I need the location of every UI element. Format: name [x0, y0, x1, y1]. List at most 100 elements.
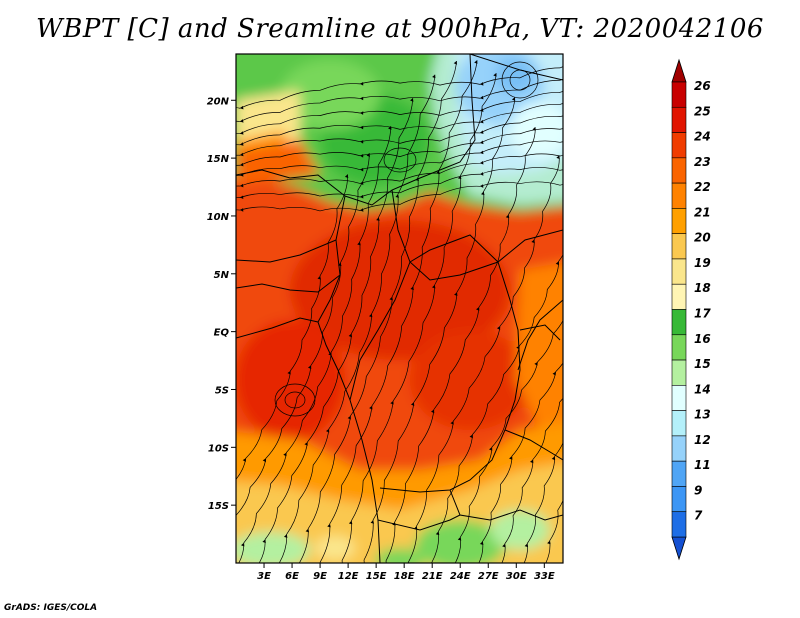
- lat-label: EQ: [214, 328, 230, 339]
- lon-label: 6E: [285, 571, 299, 582]
- colorbar-label: 16: [694, 332, 711, 346]
- streamline-arrow: [773, 66, 776, 70]
- colorbar-swatch: [671, 182, 687, 209]
- colorbar-label: 11: [694, 458, 711, 472]
- colorbar-swatch: [671, 81, 687, 108]
- streamline-arrow: [582, 176, 585, 180]
- streamline-arrow: [570, 536, 573, 540]
- colorbar-label: 19: [694, 256, 711, 270]
- colorbar-swatch: [671, 460, 687, 487]
- colorbar-swatch: [671, 132, 687, 159]
- colorbar-bottom-arrow: [671, 536, 687, 561]
- colorbar-swatch: [671, 283, 687, 310]
- streamline-arrow: [660, 235, 663, 239]
- streamline-arrow: [725, 172, 728, 176]
- colorbar-swatch: [671, 334, 687, 361]
- streamline: [236, 90, 563, 135]
- map-title: WBPT [C] and Sreamline at 900hPa, VT: 20…: [36, 14, 764, 44]
- colorbar-swatch: [671, 410, 687, 437]
- colorbar-label: 9: [694, 483, 702, 497]
- lat-label: 5S: [215, 385, 229, 396]
- streamline: [385, 127, 536, 563]
- lat-label: 15S: [208, 501, 229, 512]
- streamline: [236, 103, 563, 146]
- streamline: [341, 73, 497, 563]
- streamline-arrow: [638, 521, 642, 525]
- streamline: [238, 126, 392, 563]
- streamline: [454, 319, 563, 563]
- streamline-arrow: [750, 59, 753, 63]
- streamline: [407, 155, 560, 563]
- colorbar-swatch: [671, 435, 687, 462]
- streamline: [236, 115, 563, 156]
- streamline: [554, 88, 710, 600]
- streamline-arrow: [687, 116, 691, 119]
- colorbar-swatch: [671, 233, 687, 260]
- latitude-axis: 20N 15N 10N 5N EQ 5S 10S 15S: [207, 96, 236, 512]
- streamline-arrow: [665, 402, 668, 406]
- streamline: [298, 60, 457, 563]
- streamline-arrow: [220, 544, 223, 548]
- colorbar-swatch: [671, 486, 687, 513]
- grads-credit: GrADS: IGES/COLA: [4, 603, 98, 613]
- colorbar-label: 13: [694, 408, 711, 422]
- colorbar-label: 14: [694, 382, 711, 396]
- streamline-arrow: [687, 289, 690, 293]
- streamline-arrow: [606, 186, 609, 190]
- lon-label: 30E: [506, 571, 527, 582]
- streamline-arrow: [660, 520, 664, 524]
- lat-label: 15N: [207, 154, 230, 165]
- colorbar-label: 23: [694, 155, 711, 169]
- streamline: [236, 128, 563, 166]
- streamline: [236, 181, 563, 212]
- lon-label: 12E: [338, 571, 359, 582]
- colorbar-swatch: [671, 106, 687, 133]
- lon-label: 18E: [394, 571, 415, 582]
- lon-label: 3E: [257, 571, 271, 582]
- streamline-arrow: [597, 435, 600, 439]
- streamline: [642, 86, 800, 600]
- streamline-arrow: [628, 184, 631, 188]
- colorbar-label: 26: [694, 79, 711, 93]
- streamline: [319, 60, 478, 563]
- map-frame: [235, 53, 564, 564]
- colorbar-swatch: [671, 157, 687, 184]
- streamline-arrow: [731, 286, 734, 290]
- colorbar-swatch: [671, 208, 687, 234]
- streamline: [236, 78, 563, 122]
- lat-label: 10N: [207, 212, 230, 223]
- streamline-arrow: [729, 67, 733, 71]
- country-borders: [236, 54, 563, 563]
- streamline-arrow: [771, 182, 774, 186]
- streamline: [236, 153, 563, 187]
- streamline-arrow: [574, 447, 577, 451]
- colorbar-swatch: [671, 258, 687, 285]
- streamline: [236, 174, 348, 481]
- streamline-arrow: [687, 401, 690, 405]
- lon-label: 15E: [366, 571, 387, 582]
- streamline: [236, 153, 370, 516]
- streamline-arrow: [578, 277, 581, 281]
- lon-label: 33E: [534, 571, 555, 582]
- streamline: [236, 167, 563, 198]
- lat-label: 20N: [207, 96, 230, 107]
- streamline-arrow: [616, 346, 619, 350]
- streamline-arrow: [615, 525, 619, 529]
- streamline: [236, 140, 563, 176]
- streamline-arrow: [664, 304, 667, 308]
- colorbar-swatch: [671, 309, 687, 336]
- streamline-arrow: [638, 260, 641, 264]
- colorbar-label: 21: [694, 205, 711, 219]
- streamline-arrow: [592, 530, 595, 534]
- colorbar: 26 25 24 23 22 21 20 19 18 17 16 15 14 13 12 11 9 7: [671, 58, 711, 561]
- streamline-arrow: [618, 277, 621, 281]
- lon-label: 24E: [450, 571, 471, 582]
- streamline-arrow: [640, 325, 643, 329]
- streamline: [478, 362, 563, 563]
- streamline-arrow: [593, 363, 596, 367]
- colorbar-label: 12: [694, 433, 711, 447]
- wbpt-shading: [236, 54, 563, 563]
- streamline-arrow: [667, 146, 671, 150]
- streamline-arrow: [199, 543, 202, 547]
